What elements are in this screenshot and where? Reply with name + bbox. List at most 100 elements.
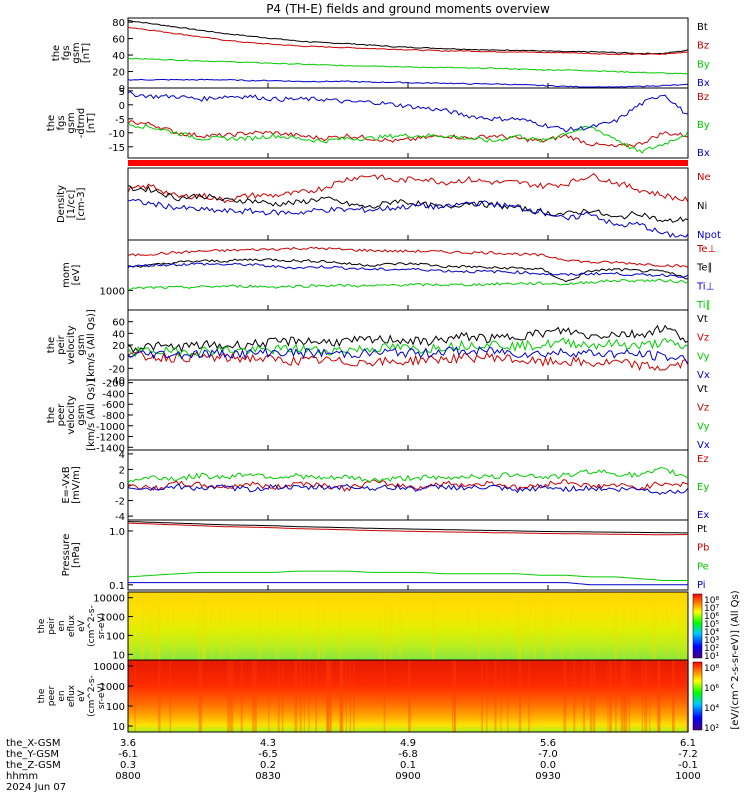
spectrogram-stripe: [533, 592, 536, 660]
legend-Vy: Vy: [697, 421, 710, 432]
spectrogram-stripe: [620, 660, 623, 732]
colorbar-label: 10⁵: [704, 620, 719, 630]
spectrogram-stripe: [159, 592, 161, 660]
y-axis-label-line: eV: [77, 619, 87, 632]
y-tick-label: -1000: [96, 422, 125, 433]
series-line-Ti⊥: [127, 262, 689, 278]
series-line-Vy: [127, 337, 689, 358]
spectrogram-stripe: [326, 660, 329, 732]
spectrogram-stripe: [592, 660, 596, 732]
y-axis-label-line: Density: [56, 185, 67, 223]
series-line-By: [127, 57, 689, 75]
y-axis-label-line: the: [46, 115, 57, 131]
spectrogram-stripe: [452, 660, 454, 732]
spectrogram-stripe: [339, 660, 343, 732]
series-line-By: [127, 122, 689, 154]
spectrogram-stripe: [563, 660, 567, 732]
y-tick-label: -10: [109, 129, 125, 140]
y-axis-label-line: -dtrnd: [76, 108, 87, 139]
spectrogram-stripe: [481, 660, 483, 732]
y-tick-label: 10: [112, 722, 125, 733]
spectrogram-stripe: [258, 592, 262, 660]
x-axis-date: 2024 Jun 07: [6, 782, 66, 793]
spectrogram-stripe: [431, 592, 435, 660]
colorbar: [692, 661, 703, 731]
y-tick-label: 40: [112, 51, 125, 62]
x-axis-value: 0930: [535, 771, 560, 782]
spectrogram-stripe: [219, 592, 223, 660]
spectrogram-stripe: [516, 592, 520, 660]
spectrogram-stripe: [131, 592, 134, 660]
spectrogram-stripe: [672, 660, 674, 732]
y-axis-label-line: [1/cc]: [66, 190, 77, 219]
spectrogram-stripe: [453, 660, 456, 732]
spectrogram-stripe: [240, 660, 243, 732]
y-axis-label-line: gsm: [76, 334, 87, 355]
x-axis-value: -6.8: [398, 749, 418, 760]
x-axis-value: -6.5: [258, 749, 278, 760]
panel-peer_velocity: -200-400-600-800-1000-1200-1400 the peer ve…: [46, 379, 710, 455]
y-tick-label: 0: [119, 481, 125, 492]
x-axis-value: 4.9: [400, 738, 416, 749]
series-line-Pb: [127, 522, 688, 536]
y-axis-label-line: sr-eV): [97, 613, 107, 639]
y-tick-label: 60: [112, 35, 125, 46]
y-axis-label-line: peer: [56, 403, 67, 427]
panel-frame: [127, 519, 689, 591]
spectrogram-stripe: [453, 660, 456, 732]
series-line-Pt: [127, 521, 688, 534]
legend-Npot: Npot: [697, 230, 721, 241]
spectrogram-stripe: [677, 592, 680, 660]
spectrogram-stripe: [528, 660, 530, 732]
spectrogram-stripe: [657, 660, 660, 732]
y-tick-label: 20: [112, 341, 125, 352]
x-axis-row-label: the_Y-GSM: [6, 749, 59, 760]
y-tick-label: 100: [106, 631, 125, 642]
spectrogram-stripe: [549, 592, 551, 660]
panel-frame: [127, 17, 689, 89]
spectrogram-stripe: [268, 660, 270, 732]
spectrogram-stripe: [615, 592, 618, 660]
spectrogram-stripe: [353, 660, 355, 732]
series-line-Pi: [128, 582, 688, 586]
spectrogram-frame: [127, 659, 689, 733]
legend-Ti⊥: Ti⊥: [696, 281, 714, 292]
legend-Ey: Ey: [697, 482, 709, 493]
spectrogram-image: [128, 660, 688, 732]
spectrogram-stripe: [624, 660, 628, 732]
spectrogram-stripe: [597, 592, 599, 660]
spectrogram-stripe: [654, 592, 657, 660]
colorbar-label: 10⁷: [704, 604, 719, 614]
spectrogram-stripe: [231, 660, 234, 732]
spectrogram-stripe: [379, 592, 382, 660]
y-tick-label: -20: [109, 364, 125, 375]
x-axis-value: 1000: [675, 771, 700, 782]
panel-fgs_gsm: 0 20 40 60 80 the fgs gsm [nT] Bt Bz By Bx: [51, 17, 710, 95]
spectrogram-stripe: [318, 592, 320, 660]
y-axis-label-line: (cm^2-s-: [87, 675, 97, 717]
spectrogram-stripe: [609, 660, 612, 732]
y-axis-label-line: [km/s (All Qs)]: [86, 379, 97, 451]
spectrogram-stripe: [658, 660, 661, 732]
spectrogram-stripe: [141, 592, 144, 660]
legend-Ez: Ez: [697, 454, 709, 465]
spectrogram-stripe: [142, 592, 145, 660]
series-line-Vz: [127, 351, 689, 371]
legend-Bt: Bt: [697, 22, 708, 33]
y-axis-label-line: velocity: [66, 395, 77, 434]
colorbar-label: 10⁶: [704, 612, 719, 622]
y-axis-label-line: [km/s (All Qs)]: [86, 309, 97, 381]
spectrogram-stripe: [337, 592, 341, 660]
y-axis-label-line: (cm^2-s-: [87, 605, 97, 647]
y-axis-label-line: [eV]: [71, 265, 82, 286]
spectrogram-stripe: [199, 660, 203, 732]
x-axis-value: 0.1: [400, 760, 416, 771]
y-axis-label-line: [nPa]: [71, 542, 82, 568]
spectrogram-stripe: [570, 592, 573, 660]
legend-Ni: Ni: [697, 201, 707, 212]
y-axis-label-line: peir: [56, 334, 67, 354]
spectrogram-stripe: [649, 660, 651, 732]
spectrogram-stripe: [496, 592, 499, 660]
